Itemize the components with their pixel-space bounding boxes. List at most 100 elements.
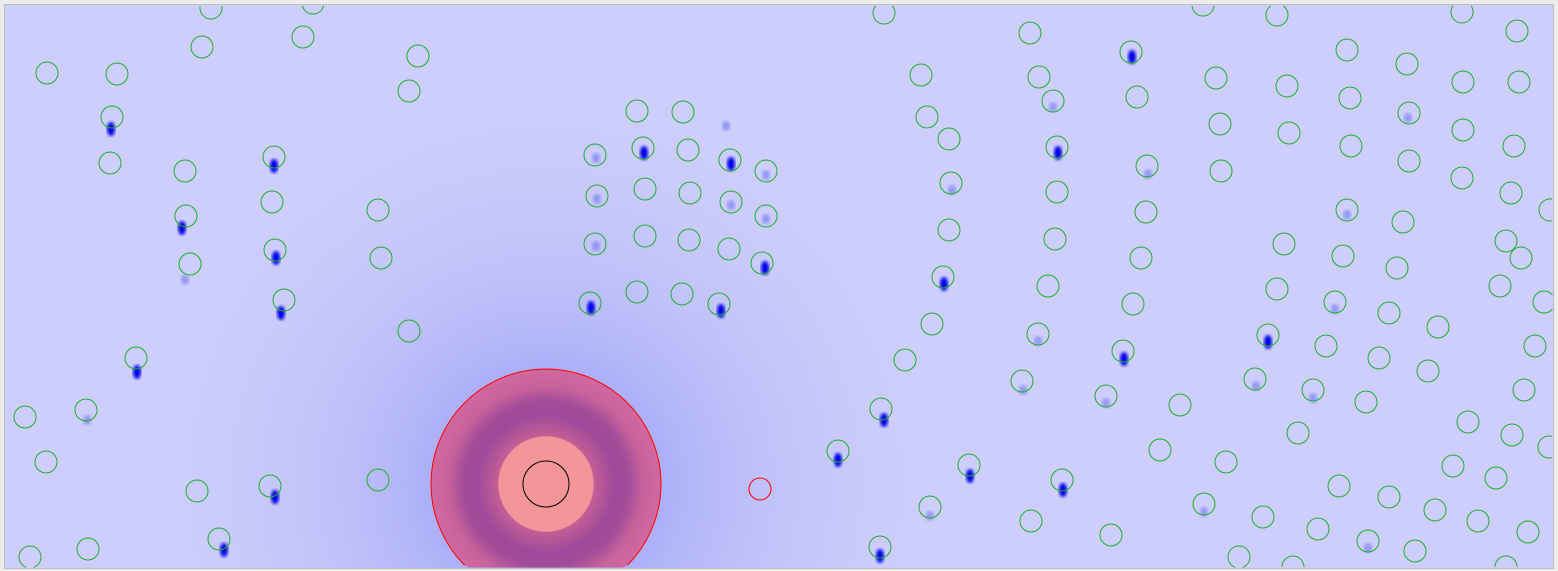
predicted-reflection-circle[interactable]	[583, 143, 607, 167]
predicted-reflection-circle[interactable]	[1277, 121, 1301, 145]
predicted-reflection-circle[interactable]	[909, 63, 933, 87]
predicted-reflection-circle[interactable]	[1423, 498, 1447, 522]
predicted-reflection-circle[interactable]	[754, 204, 778, 228]
predicted-reflection-circle[interactable]	[915, 105, 939, 129]
predicted-reflection-circle[interactable]	[585, 184, 609, 208]
predicted-reflection-circle[interactable]	[1494, 229, 1518, 253]
predicted-reflection-circle[interactable]	[1416, 359, 1440, 383]
predicted-reflection-circle[interactable]	[1466, 509, 1490, 533]
predicted-reflection-circle[interactable]	[1391, 210, 1415, 234]
predicted-reflection-circle[interactable]	[13, 405, 37, 429]
predicted-reflection-circle[interactable]	[869, 397, 893, 421]
predicted-reflection-circle[interactable]	[35, 61, 59, 85]
predicted-reflection-circle[interactable]	[199, 5, 223, 20]
predicted-reflection-circle[interactable]	[1450, 166, 1474, 190]
predicted-reflection-circle[interactable]	[583, 232, 607, 256]
predicted-reflection-circle[interactable]	[671, 100, 695, 124]
predicted-reflection-circle[interactable]	[74, 398, 98, 422]
predicted-reflection-circle[interactable]	[1043, 227, 1067, 251]
predicted-reflection-circle[interactable]	[872, 5, 896, 25]
predicted-reflection-circle[interactable]	[1192, 492, 1216, 516]
predicted-reflection-circle[interactable]	[868, 535, 892, 559]
predicted-reflection-circle[interactable]	[1018, 21, 1042, 45]
predicted-reflection-circle[interactable]	[1134, 200, 1158, 224]
predicted-reflection-circle[interactable]	[718, 148, 742, 172]
predicted-reflection-circle[interactable]	[937, 127, 961, 151]
predicted-reflection-circle[interactable]	[1356, 529, 1380, 553]
diffraction-image-viewer[interactable]	[4, 4, 1554, 569]
predicted-reflection-circle[interactable]	[260, 190, 284, 214]
predicted-reflection-circle[interactable]	[1516, 520, 1540, 544]
predicted-reflection-circle[interactable]	[677, 228, 701, 252]
predicted-reflection-circle[interactable]	[124, 346, 148, 370]
predicted-reflection-circle[interactable]	[1505, 19, 1529, 43]
predicted-reflection-circle[interactable]	[1335, 38, 1359, 62]
predicted-reflection-circle[interactable]	[1251, 505, 1275, 529]
predicted-reflection-circle[interactable]	[1256, 323, 1280, 347]
predicted-reflection-circle[interactable]	[1451, 70, 1475, 94]
predicted-reflection-circle[interactable]	[1323, 290, 1347, 314]
predicted-reflection-circle[interactable]	[105, 62, 129, 86]
predicted-reflection-circle[interactable]	[178, 252, 202, 276]
selected-spot-marker[interactable]	[748, 477, 772, 501]
predicted-reflection-circle[interactable]	[301, 5, 325, 15]
predicted-reflection-circle[interactable]	[1148, 438, 1172, 462]
predicted-reflection-circle[interactable]	[1045, 180, 1069, 204]
predicted-reflection-circle[interactable]	[1488, 274, 1512, 298]
predicted-reflection-circle[interactable]	[1050, 468, 1074, 492]
predicted-reflection-circle[interactable]	[750, 251, 774, 275]
predicted-reflection-circle[interactable]	[893, 348, 917, 372]
predicted-reflection-circle[interactable]	[1119, 40, 1143, 64]
predicted-reflection-circle[interactable]	[100, 105, 124, 129]
diffraction-image[interactable]	[5, 5, 1553, 568]
predicted-reflection-circle[interactable]	[1204, 66, 1228, 90]
predicted-reflection-circle[interactable]	[406, 44, 430, 68]
predicted-reflection-circle[interactable]	[957, 453, 981, 477]
predicted-reflection-circle[interactable]	[1456, 410, 1480, 434]
predicted-reflection-circle[interactable]	[1512, 378, 1536, 402]
predicted-reflection-circle[interactable]	[366, 468, 390, 492]
predicted-reflection-circle[interactable]	[1208, 112, 1232, 136]
predicted-reflection-circle[interactable]	[1451, 118, 1475, 142]
predicted-reflection-circle[interactable]	[1314, 334, 1338, 358]
predicted-reflection-circle[interactable]	[719, 190, 743, 214]
predicted-reflection-circle[interactable]	[625, 280, 649, 304]
predicted-reflection-circle[interactable]	[1099, 523, 1123, 547]
predicted-reflection-circle[interactable]	[18, 545, 42, 568]
predicted-reflection-circle[interactable]	[1507, 70, 1531, 94]
predicted-reflection-circle[interactable]	[1385, 256, 1409, 280]
predicted-reflection-circle[interactable]	[1327, 474, 1351, 498]
predicted-reflection-circle[interactable]	[1354, 390, 1378, 414]
predicted-reflection-circle[interactable]	[1395, 52, 1419, 76]
predicted-reflection-circle[interactable]	[1243, 367, 1267, 391]
predicted-reflection-circle[interactable]	[633, 177, 657, 201]
predicted-reflection-circle[interactable]	[1450, 5, 1474, 24]
predicted-reflection-circle[interactable]	[1537, 435, 1552, 459]
predicted-reflection-circle[interactable]	[366, 198, 390, 222]
predicted-reflection-circle[interactable]	[1532, 290, 1553, 314]
predicted-reflection-circle[interactable]	[1135, 154, 1159, 178]
predicted-reflection-circle[interactable]	[369, 246, 393, 270]
predicted-reflection-circle[interactable]	[1494, 555, 1518, 567]
predicted-reflection-circle[interactable]	[633, 224, 657, 248]
predicted-reflection-circle[interactable]	[1129, 246, 1153, 270]
predicted-reflection-circle[interactable]	[1265, 5, 1289, 27]
predicted-reflection-circle[interactable]	[1027, 65, 1051, 89]
predicted-reflection-circle[interactable]	[1377, 301, 1401, 325]
predicted-reflection-circle[interactable]	[173, 159, 197, 183]
predicted-reflection-circle[interactable]	[1499, 181, 1523, 205]
predicted-reflection-circle[interactable]	[1121, 292, 1145, 316]
predicted-reflection-circle[interactable]	[1125, 85, 1149, 109]
predicted-reflection-circle[interactable]	[1209, 159, 1233, 183]
predicted-reflection-circle[interactable]	[1335, 198, 1359, 222]
predicted-reflection-circle[interactable]	[1168, 393, 1192, 417]
predicted-reflection-circle[interactable]	[826, 439, 850, 463]
predicted-reflection-circle[interactable]	[1041, 89, 1065, 113]
predicted-reflection-circle[interactable]	[754, 159, 778, 183]
predicted-reflection-circle[interactable]	[1272, 232, 1296, 256]
predicted-reflection-circle[interactable]	[625, 99, 649, 123]
predicted-reflection-circle[interactable]	[1227, 545, 1251, 568]
predicted-reflection-circle[interactable]	[1339, 134, 1363, 158]
predicted-reflection-circle[interactable]	[1111, 339, 1135, 363]
predicted-reflection-circle[interactable]	[1214, 450, 1238, 474]
